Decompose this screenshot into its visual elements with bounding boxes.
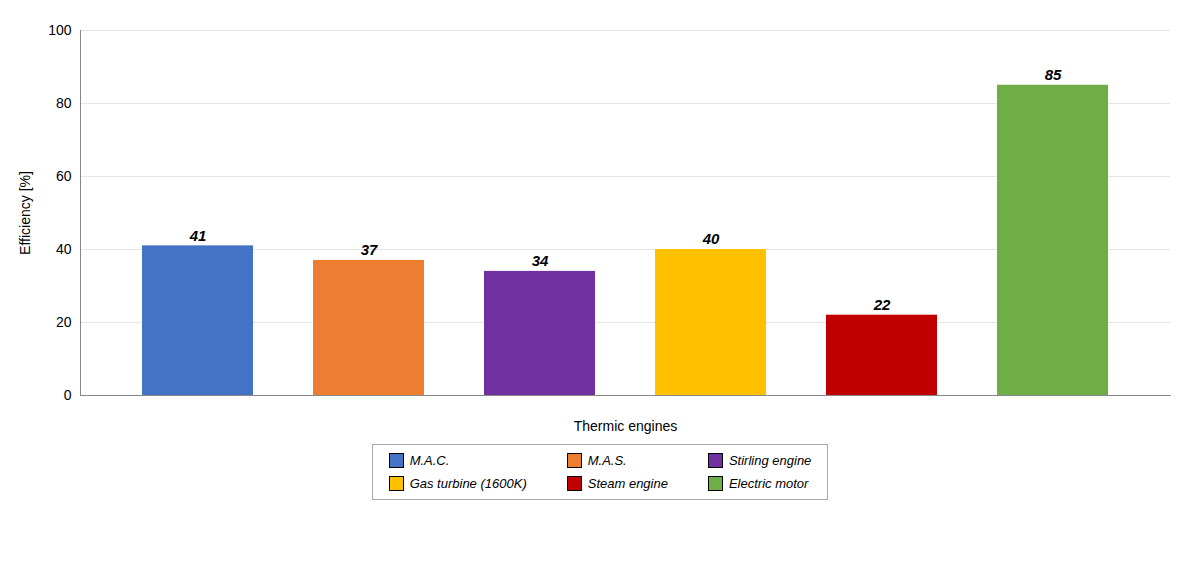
html-text:M.A.S.: M.A.S. (587, 453, 627, 468)
html-text:M.A.C.: M.A.C. (409, 453, 450, 468)
svg-text:Thermic engines: Thermic engines (574, 418, 678, 434)
svg-text:40: 40 (702, 230, 720, 247)
svg-text:34: 34 (532, 252, 549, 269)
svg-text:80: 80 (56, 95, 72, 111)
svg-text:60: 60 (56, 168, 72, 184)
svg-text:22: 22 (873, 296, 891, 313)
svg-text:40: 40 (56, 241, 72, 257)
svg-text:20: 20 (56, 314, 72, 330)
svg-text:41: 41 (189, 227, 207, 244)
html-text:Stirling engine: Stirling engine (729, 453, 812, 468)
svg-text:0: 0 (64, 387, 72, 403)
html-text:Steam engine: Steam engine (587, 476, 668, 491)
svg-text:100: 100 (48, 22, 72, 38)
html-text:Electric motor: Electric motor (729, 476, 809, 491)
svg-text:85: 85 (1045, 66, 1062, 83)
svg-text:Efficiency [%]: Efficiency [%] (17, 171, 33, 255)
svg-text:37: 37 (361, 241, 378, 258)
html-text:Gas turbine (1600K): Gas turbine (1600K) (409, 476, 527, 491)
